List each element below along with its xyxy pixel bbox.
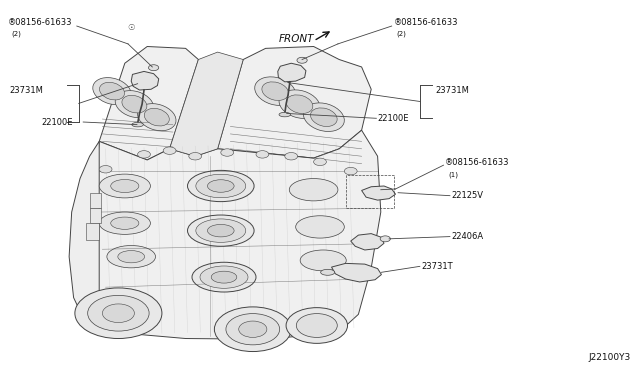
- Circle shape: [380, 236, 390, 242]
- Text: (2): (2): [397, 31, 406, 38]
- Text: FRONT: FRONT: [278, 34, 314, 44]
- Ellipse shape: [122, 95, 147, 113]
- Ellipse shape: [93, 78, 131, 105]
- Circle shape: [239, 321, 267, 337]
- Circle shape: [221, 149, 234, 156]
- Circle shape: [285, 153, 298, 160]
- Circle shape: [314, 158, 326, 166]
- Text: (1): (1): [448, 171, 458, 178]
- Ellipse shape: [286, 95, 313, 113]
- Circle shape: [99, 166, 112, 173]
- Ellipse shape: [321, 269, 335, 275]
- Text: ®08156-61633: ®08156-61633: [8, 18, 73, 27]
- Ellipse shape: [115, 91, 154, 118]
- Polygon shape: [69, 141, 99, 318]
- Circle shape: [226, 314, 280, 345]
- Ellipse shape: [255, 77, 296, 105]
- Ellipse shape: [196, 174, 246, 198]
- Circle shape: [102, 304, 134, 323]
- Circle shape: [286, 308, 348, 343]
- Polygon shape: [351, 234, 384, 250]
- Circle shape: [163, 147, 176, 154]
- Ellipse shape: [111, 179, 139, 193]
- Ellipse shape: [310, 108, 337, 126]
- Ellipse shape: [296, 216, 344, 238]
- Circle shape: [88, 295, 149, 331]
- Ellipse shape: [138, 104, 176, 131]
- Ellipse shape: [111, 217, 139, 229]
- Circle shape: [296, 314, 337, 337]
- Ellipse shape: [207, 180, 234, 192]
- Text: 22406A: 22406A: [451, 232, 483, 241]
- Ellipse shape: [196, 219, 246, 243]
- Text: 23731T: 23731T: [421, 262, 452, 271]
- Circle shape: [138, 151, 150, 158]
- Circle shape: [148, 65, 159, 71]
- Ellipse shape: [132, 122, 143, 127]
- Ellipse shape: [262, 82, 289, 100]
- Ellipse shape: [289, 179, 338, 201]
- Text: 22100E: 22100E: [42, 118, 73, 126]
- Polygon shape: [278, 63, 306, 82]
- Ellipse shape: [303, 103, 344, 131]
- Polygon shape: [362, 186, 396, 200]
- Ellipse shape: [99, 174, 150, 198]
- Polygon shape: [218, 46, 371, 158]
- Ellipse shape: [99, 82, 125, 100]
- Ellipse shape: [99, 212, 150, 234]
- Circle shape: [256, 151, 269, 158]
- Polygon shape: [90, 208, 101, 223]
- Polygon shape: [86, 223, 99, 240]
- Text: 22100E: 22100E: [378, 114, 409, 123]
- Text: 22125V: 22125V: [451, 191, 483, 200]
- Circle shape: [189, 153, 202, 160]
- Ellipse shape: [144, 108, 170, 126]
- Text: ®08156-61633: ®08156-61633: [445, 158, 509, 167]
- Circle shape: [344, 167, 357, 175]
- Polygon shape: [170, 52, 243, 156]
- Polygon shape: [332, 263, 381, 282]
- Text: ®08156-61633: ®08156-61633: [394, 18, 458, 27]
- Ellipse shape: [300, 250, 346, 271]
- Polygon shape: [83, 130, 381, 339]
- Text: (2): (2): [12, 31, 21, 38]
- Ellipse shape: [207, 224, 234, 237]
- Ellipse shape: [279, 90, 320, 118]
- Polygon shape: [90, 193, 101, 208]
- Circle shape: [75, 288, 162, 339]
- Ellipse shape: [118, 251, 145, 263]
- Circle shape: [297, 57, 307, 63]
- Ellipse shape: [279, 112, 291, 117]
- Text: 23731M: 23731M: [10, 86, 44, 94]
- Text: J22100Y3: J22100Y3: [588, 353, 630, 362]
- Ellipse shape: [211, 271, 237, 283]
- Text: 23731M: 23731M: [435, 86, 469, 94]
- Polygon shape: [131, 71, 159, 90]
- Text: ☉: ☉: [127, 23, 134, 32]
- Ellipse shape: [200, 266, 248, 288]
- Polygon shape: [99, 46, 198, 160]
- Ellipse shape: [188, 215, 254, 246]
- Circle shape: [214, 307, 291, 352]
- Ellipse shape: [192, 262, 256, 292]
- Ellipse shape: [188, 170, 254, 202]
- Ellipse shape: [107, 246, 156, 268]
